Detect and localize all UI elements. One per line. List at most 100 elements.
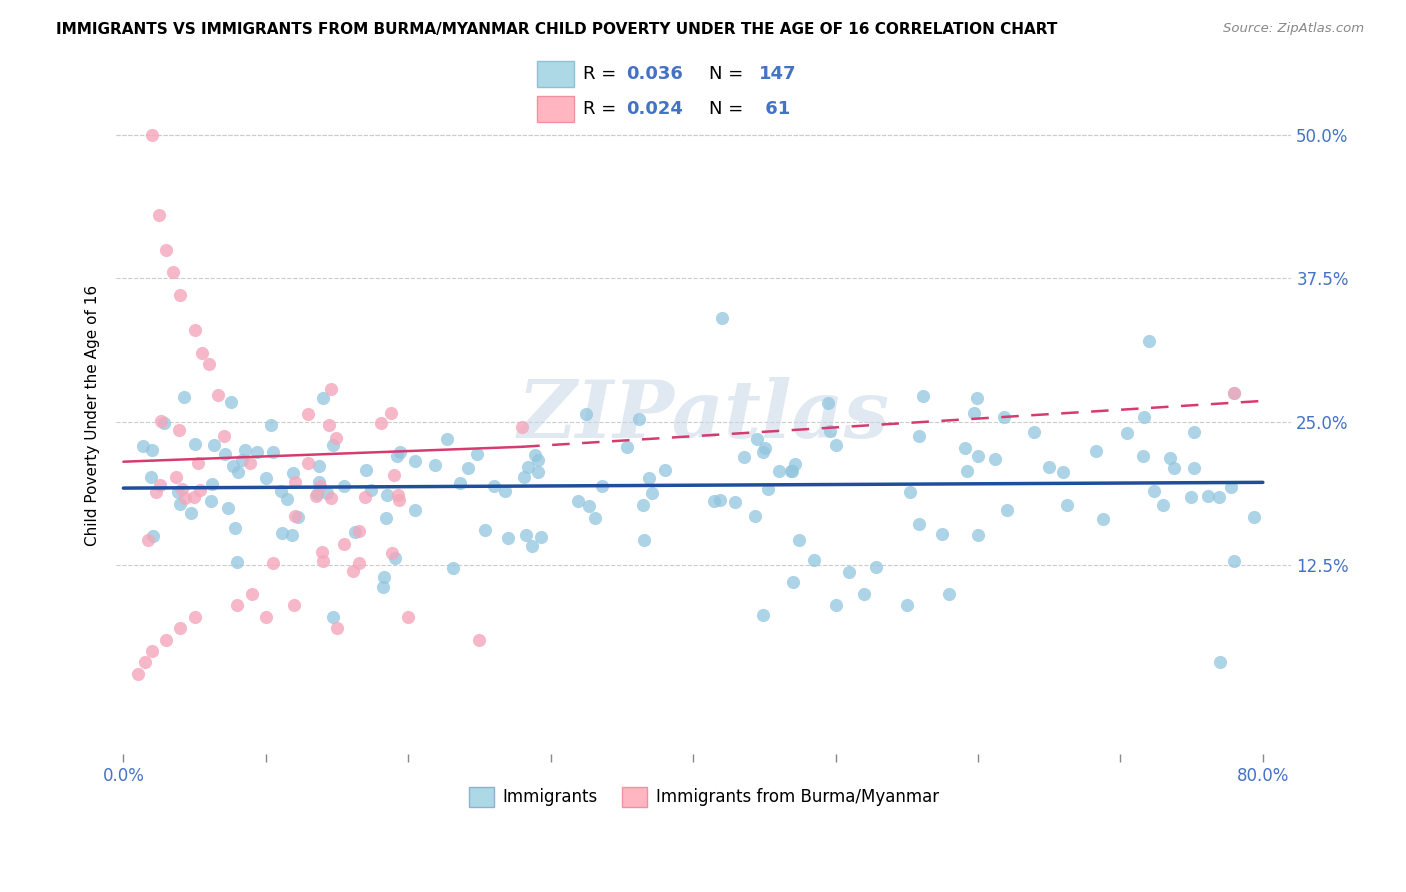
Point [344,524,367,539]
Point [373,569,395,583]
Point [312,391,335,405]
Point [436,433,458,447]
Point [1163,460,1185,475]
Point [169,288,191,302]
Point [217,500,239,515]
Point [349,524,371,538]
Point [202,438,225,452]
Point [187,456,209,470]
Point [318,418,340,433]
Point [155,243,177,257]
Point [198,357,221,371]
Point [184,437,207,451]
Point [316,485,339,500]
Point [270,484,292,499]
Point [1052,465,1074,479]
Point [710,311,733,326]
Point [131,439,153,453]
Point [134,656,156,670]
Point [1116,425,1139,440]
Point [865,559,887,574]
Point [966,391,988,405]
Point [165,470,187,484]
Point [824,437,846,451]
Point [423,458,446,472]
Point [911,388,934,402]
Point [167,484,190,499]
Point [226,465,249,479]
Point [1219,480,1241,494]
Point [527,465,550,479]
Point [141,644,163,658]
Point [219,395,242,409]
Point [803,553,825,567]
Point [326,621,349,635]
Point [908,517,931,532]
Point [963,406,986,420]
Point [356,463,378,477]
Point [284,475,307,489]
Point [578,499,600,513]
Point [638,471,661,485]
Text: 61: 61 [759,100,790,118]
Point [1197,489,1219,503]
Point [633,533,655,547]
Point [494,483,516,498]
Point [136,533,159,547]
Bar [537,61,574,87]
Point [1137,334,1160,349]
Point [955,441,977,455]
Point [380,406,402,420]
Point [1243,510,1265,524]
Point [752,444,775,458]
Point [173,491,195,505]
Point [233,442,256,457]
Point [468,632,491,647]
Point [183,323,205,337]
Point [457,460,479,475]
Point [591,478,613,492]
Point [308,475,330,490]
Point [744,509,766,524]
Point [1209,656,1232,670]
Point [782,575,804,590]
Point [724,494,747,508]
Point [270,525,292,540]
Point [966,528,988,542]
Point [785,457,807,471]
Point [373,580,395,594]
Point [515,528,537,542]
Point [1085,443,1108,458]
Point [1223,385,1246,400]
Point [513,469,536,483]
Point [745,432,768,446]
Point [325,431,347,445]
Point [1223,554,1246,568]
Text: 0.036: 0.036 [627,65,683,83]
Point [654,463,676,477]
Point [907,429,929,443]
Point [1152,498,1174,512]
Point [1132,449,1154,463]
Point [342,564,364,578]
Point [148,208,170,222]
Point [381,547,404,561]
Point [375,488,398,502]
Point [319,382,342,396]
Point [142,529,165,543]
Point [449,476,471,491]
Point [1208,490,1230,504]
Point [207,388,229,402]
Point [145,484,167,499]
Point [1184,460,1206,475]
Point [703,493,725,508]
Point [474,524,496,538]
Point [155,632,177,647]
Point [520,539,543,553]
Point [1184,425,1206,439]
Point [284,508,307,523]
Point [370,416,392,430]
Text: N =: N = [709,100,749,118]
Legend: Immigrants, Immigrants from Burma/Myanmar: Immigrants, Immigrants from Burma/Myanma… [463,780,945,814]
Point [709,493,731,508]
